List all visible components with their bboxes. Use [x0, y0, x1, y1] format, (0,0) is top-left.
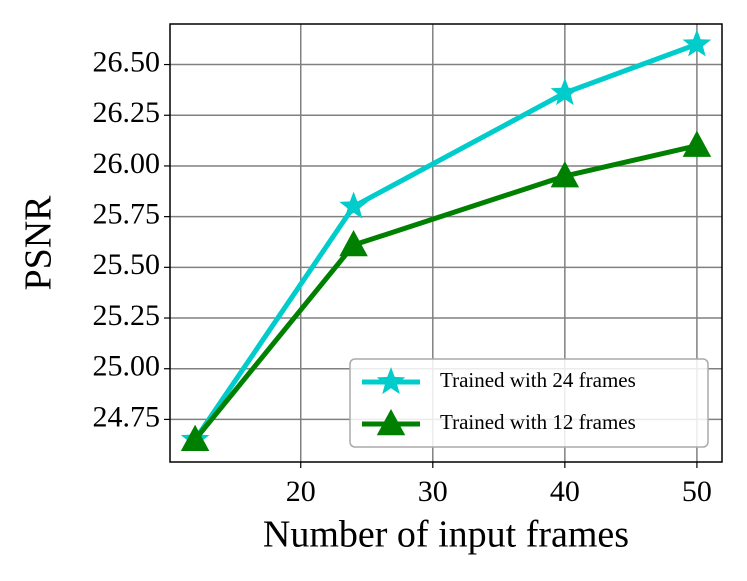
y-tick-label: 25.75: [93, 198, 161, 231]
series-line: [193, 143, 698, 442]
series-line: [193, 41, 698, 442]
y-tick-label: 25.00: [93, 350, 161, 383]
y-tick-label: 25.50: [93, 248, 161, 281]
legend-marker: [376, 409, 406, 436]
x-tick-label: 30: [418, 475, 448, 508]
triangle-marker: [550, 161, 580, 188]
x-tick-label: 50: [682, 475, 712, 508]
legend-marker: [376, 367, 406, 395]
x-tick-label: 40: [550, 475, 580, 508]
x-tick-label: 20: [286, 475, 316, 508]
star-marker: [682, 29, 712, 57]
legend: Trained with 24 frames Trained with 12 fr…: [349, 358, 709, 448]
x-axis-label: Number of input frames: [263, 514, 629, 556]
triangle-marker: [180, 424, 210, 451]
y-tick-label: 24.75: [93, 400, 161, 433]
legend-label: Trained with 24 frames: [440, 368, 636, 392]
y-tick-label: 26.25: [93, 96, 161, 129]
legend-box: [349, 358, 709, 448]
star-marker: [550, 77, 580, 106]
y-tick-label: 25.25: [93, 299, 161, 332]
plot-frame: [169, 23, 723, 463]
y-tick-label: 26.00: [93, 147, 161, 180]
triangle-marker: [339, 230, 368, 257]
y-axis-label: PSNR: [18, 195, 60, 291]
legend-label: Trained with 12 frames: [440, 410, 636, 434]
y-tick-label: 26.50: [93, 45, 161, 78]
triangle-marker: [682, 130, 712, 157]
star-marker: [339, 191, 368, 219]
